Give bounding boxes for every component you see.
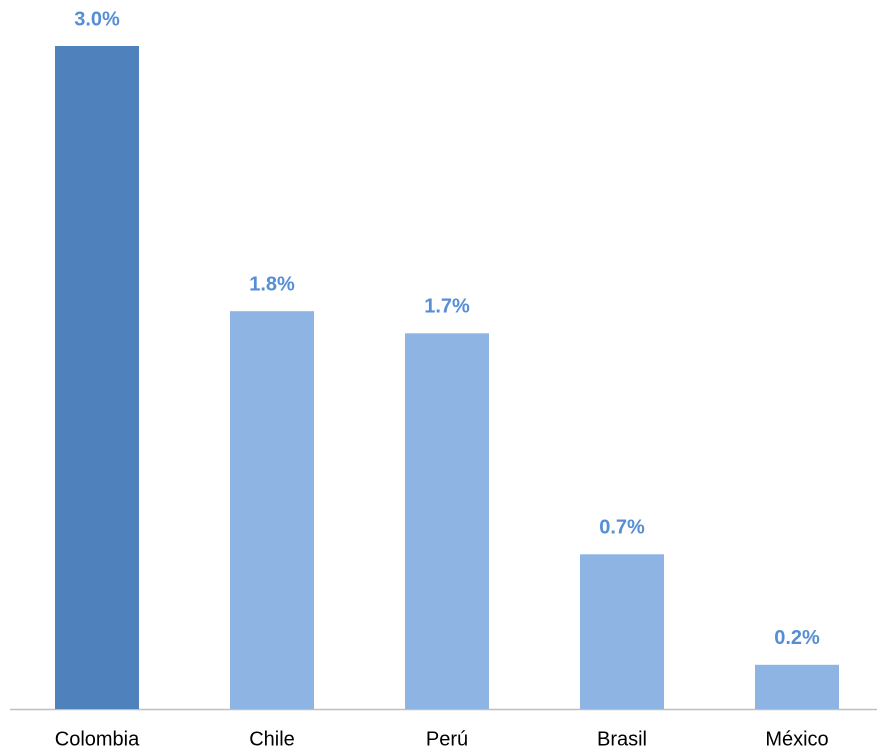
x-tick-label: México — [765, 728, 828, 750]
x-tick-label: Colombia — [55, 728, 140, 750]
value-label: 1.8% — [249, 273, 295, 295]
bar — [405, 333, 489, 709]
bar — [580, 554, 664, 709]
value-label: 3.0% — [74, 8, 120, 30]
x-tick-label: Brasil — [597, 728, 647, 750]
value-label: 1.7% — [424, 296, 470, 318]
bar — [230, 311, 314, 709]
value-label: 0.2% — [774, 627, 820, 649]
bar — [55, 46, 139, 709]
x-tick-label: Perú — [426, 728, 468, 750]
value-label: 0.7% — [599, 517, 645, 539]
bar — [755, 664, 839, 709]
x-tick-label: Chile — [249, 728, 295, 750]
